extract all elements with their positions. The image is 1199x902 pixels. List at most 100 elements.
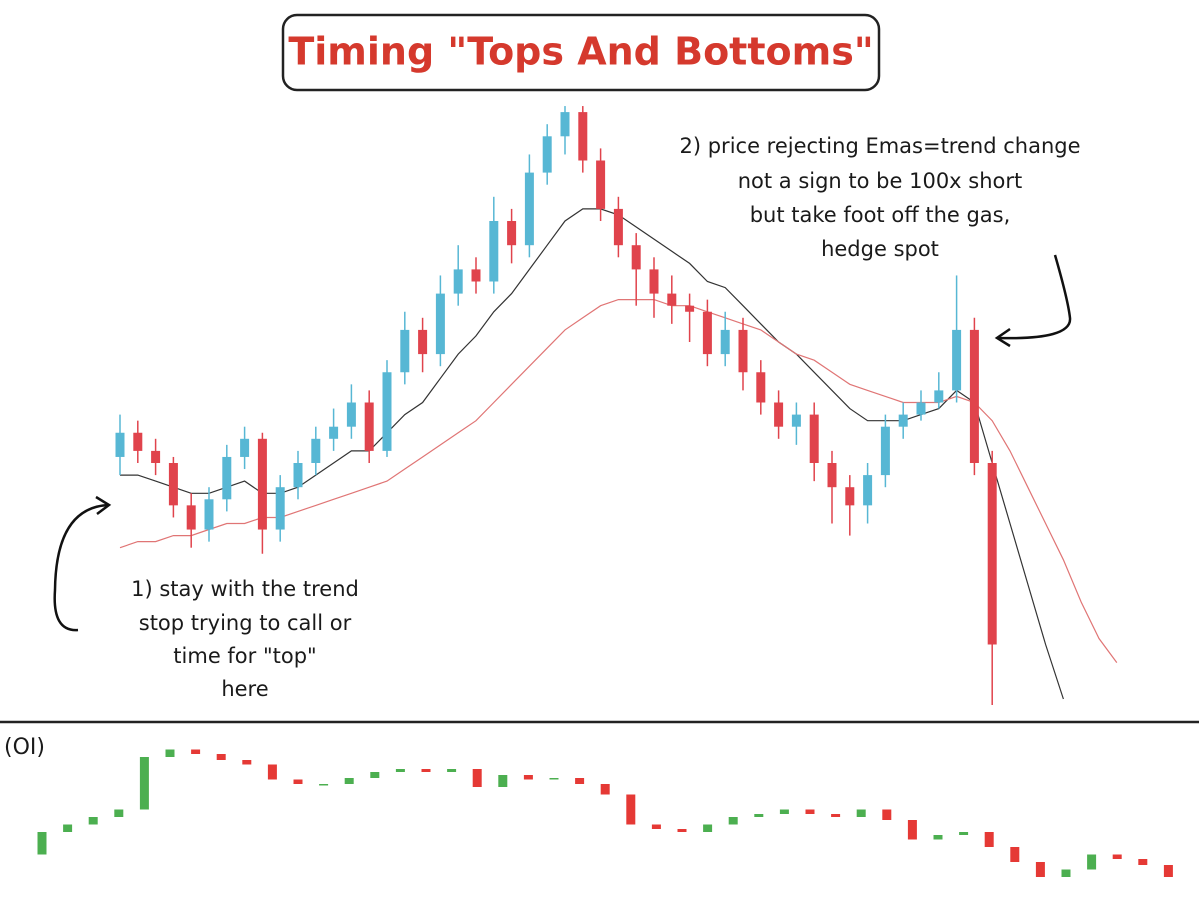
candle-body — [293, 779, 303, 784]
oi-label: (OI) — [4, 735, 45, 760]
candle-body — [267, 764, 277, 780]
candle-body — [489, 221, 499, 282]
candle-body — [845, 487, 855, 506]
candle-body — [364, 402, 374, 451]
candle-body — [952, 329, 962, 391]
candle-body — [649, 269, 659, 294]
candle-body — [578, 112, 588, 161]
annotation: not a sign to be 100x short — [738, 169, 1023, 193]
candle-body — [115, 432, 125, 457]
candle-body — [329, 426, 339, 439]
candle-body — [191, 749, 201, 754]
candle-body — [435, 293, 445, 355]
candle-body — [139, 757, 149, 810]
annotation: here — [221, 677, 268, 701]
candle-body — [1010, 847, 1020, 862]
candle-body — [959, 832, 969, 835]
candle-body — [831, 814, 841, 817]
candle-body — [1163, 865, 1173, 877]
candle-body — [774, 402, 784, 427]
candle-body — [275, 487, 285, 530]
candle-body — [809, 414, 819, 463]
candle-body — [523, 775, 533, 780]
candle-body — [827, 463, 837, 488]
candle-body — [933, 835, 943, 840]
candle-body — [395, 769, 405, 772]
candle-body — [382, 372, 392, 451]
candle-body — [240, 438, 250, 457]
candle-body — [471, 269, 481, 282]
candle-body — [1112, 854, 1122, 859]
candle-body — [984, 832, 994, 847]
candle-body — [880, 426, 890, 476]
candle-body — [216, 754, 226, 760]
candle-body — [472, 769, 482, 787]
annotation: but take foot off the gas, — [750, 203, 1011, 227]
candle-body — [1061, 869, 1071, 877]
candle-body — [133, 432, 143, 451]
candle-body — [151, 450, 161, 463]
candle-body — [524, 172, 534, 246]
candle-body — [242, 760, 252, 765]
annotation: time for "top" — [173, 644, 316, 668]
title-box — [281, 13, 881, 92]
candle-body — [344, 778, 354, 784]
candle-body — [1035, 862, 1045, 877]
candle-body — [370, 772, 380, 778]
candle-body — [114, 809, 124, 817]
candle-body — [88, 817, 98, 825]
candle-body — [898, 414, 908, 427]
candle-body — [626, 794, 636, 825]
candle-body — [703, 824, 713, 832]
candle-body — [418, 329, 428, 355]
candle-body — [596, 160, 606, 209]
candle-body — [63, 824, 73, 832]
candle-body — [542, 136, 552, 173]
candle-body — [779, 809, 789, 814]
chart-title: Timing "Tops And Bottoms" — [288, 30, 873, 74]
arrow — [997, 254, 1072, 340]
candle-body — [754, 814, 764, 817]
candle-body — [1138, 859, 1148, 865]
candle-body — [702, 311, 712, 355]
candle-body — [600, 784, 610, 795]
candle-body — [916, 402, 926, 415]
candle-body — [560, 112, 570, 137]
candle-body — [498, 775, 508, 787]
annotation: 2) price rejecting Emas=trend change — [680, 134, 1081, 158]
candle-body — [805, 809, 815, 814]
candle-body — [631, 245, 641, 270]
candle-body — [738, 329, 748, 373]
candle-body — [613, 208, 623, 246]
arrowhead — [95, 495, 112, 515]
candle-body — [1087, 854, 1097, 870]
ema-line — [119, 299, 1118, 663]
candle-body — [453, 269, 463, 294]
candle-body — [667, 293, 677, 306]
candle-body — [400, 329, 410, 373]
candle-body — [756, 372, 766, 403]
candle-body — [319, 784, 329, 786]
annotation: stop trying to call or — [139, 611, 352, 635]
candle-body — [168, 463, 178, 506]
candle-body — [204, 499, 214, 530]
candle-body — [728, 817, 738, 825]
annotation: hedge spot — [821, 237, 939, 261]
arrowhead — [994, 327, 1011, 348]
candle-body — [447, 769, 457, 772]
candle-body — [791, 414, 801, 427]
candle-body — [863, 475, 873, 506]
candle-body — [677, 829, 687, 832]
candle-body — [987, 463, 997, 645]
candle-body — [549, 778, 559, 780]
candle-body — [346, 402, 356, 427]
candle-body — [311, 438, 321, 463]
annotation: 1) stay with the trend — [131, 577, 359, 601]
candle-body — [856, 809, 866, 817]
candle-body — [257, 438, 267, 530]
candle-body — [685, 305, 695, 312]
candle-body — [651, 824, 661, 829]
candle-body — [222, 456, 232, 500]
candle-body — [37, 832, 47, 855]
